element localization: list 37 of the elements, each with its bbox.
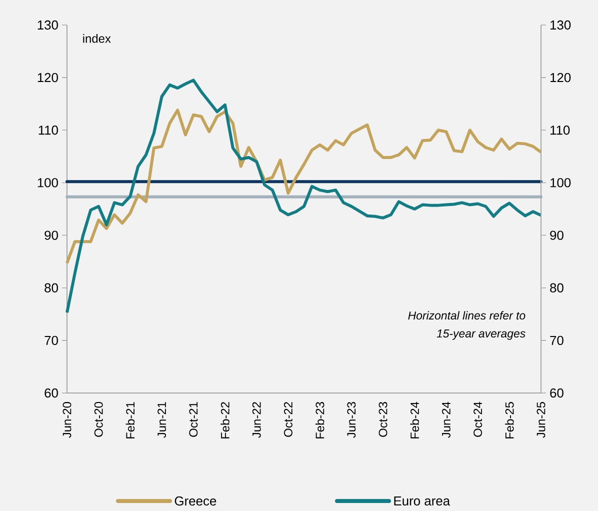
x-tick-label: Jun-23 [347,402,356,438]
x-tick-label: Feb-22 [220,402,230,438]
x-tick-label: Jun-24 [442,402,450,438]
x-tick-label: Oct-23 [378,402,388,437]
annotation: 15-year averages [436,330,526,340]
x-tick-label: Feb-24 [410,402,419,438]
y2-tick-label: 120 [550,72,571,82]
y2-tick-label: 80 [550,283,564,292]
y-tick-label: 60 [44,388,58,398]
y2-tick-label: 130 [550,20,571,30]
x-tick-label: Feb-25 [505,402,514,438]
y-tick-label: 130 [38,20,58,30]
x-tick-label: Oct-22 [284,402,292,437]
x-tick-label: Oct-21 [189,402,198,437]
x-tick-label: Feb-23 [315,402,324,438]
annotation: Horizontal lines refer to [408,311,526,320]
y-tick-label: 70 [44,336,58,346]
y2-tick-label: 100 [550,178,571,188]
x-tick-label: Jun-21 [158,402,166,438]
x-tick-label: Feb-21 [126,402,135,438]
legend-label: Euro area [394,496,450,506]
y-tick-label: 100 [38,178,58,188]
x-tick-label: Jun-20 [62,402,72,438]
y2-tick-label: 70 [550,336,564,346]
y2-tick-label: 90 [550,230,564,240]
x-tick-label: Jun-22 [252,402,261,438]
y2-tick-label: 60 [550,388,564,398]
y-tick-label: 110 [38,126,58,135]
x-tick-label: Oct-24 [474,402,482,437]
y-tick-label: 90 [44,230,58,240]
y-axis-title: index [83,34,111,43]
legend-label: Greece [174,496,216,506]
x-tick-label: Jun-25 [536,402,546,438]
x-tick-label: Oct-20 [94,402,103,437]
y2-tick-label: 110 [550,126,570,135]
y-tick-label: 120 [38,72,58,82]
y-tick-label: 80 [44,283,58,292]
